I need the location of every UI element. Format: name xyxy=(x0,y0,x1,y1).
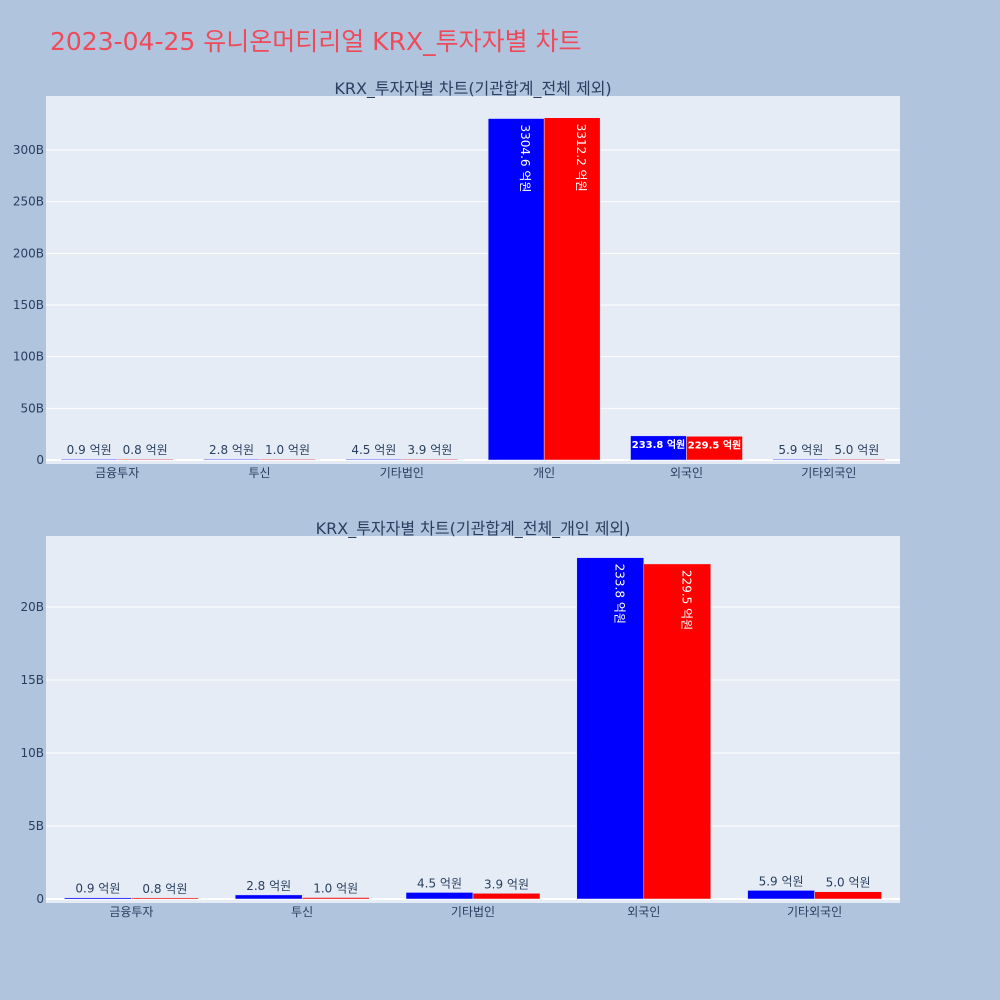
plot-area xyxy=(46,536,900,903)
bar-label: 233.8 억원 xyxy=(632,438,686,451)
x-tick-label: 기타외국인 xyxy=(787,905,842,919)
x-tick-label: 외국인 xyxy=(627,905,660,919)
bar-label: 0.8 억원 xyxy=(142,882,187,896)
bar-label: 3304.6 억원 xyxy=(518,125,532,193)
plot-area xyxy=(46,96,900,464)
bar-red xyxy=(543,117,601,461)
x-tick-label: 금융투자 xyxy=(95,466,139,480)
y-tick-label: 0 xyxy=(36,453,44,467)
x-tick-label: 외국인 xyxy=(670,466,703,480)
bar-blue xyxy=(345,458,403,461)
x-tick-label: 금융투자 xyxy=(109,905,153,919)
x-tick-label: 투신 xyxy=(291,905,313,919)
bar-red xyxy=(259,458,316,461)
chart-2: KRX_투자자별 차트(기관합계_전체_개인 제외) 0 5B 10B 15B 20B 금융… xyxy=(20,519,900,919)
bar-label: 5.9 억원 xyxy=(778,443,823,457)
bar-label: 2.8 억원 xyxy=(246,879,291,893)
page-title: 2023-04-25 유니온머티리얼 KRX_투자자별 차트 xyxy=(50,27,582,56)
bar-label: 229.5 억원 xyxy=(679,570,693,630)
bar-label: 0.9 억원 xyxy=(67,443,112,457)
y-tick-label: 10B xyxy=(20,746,44,760)
y-tick-label: 300B xyxy=(13,143,44,157)
bar-label: 3.9 억원 xyxy=(407,443,452,457)
bar-label: 229.5 억원 xyxy=(688,438,742,451)
bar-blue xyxy=(203,458,260,461)
bar-red xyxy=(643,563,712,900)
bar-blue xyxy=(747,890,815,900)
y-tick-label: 150B xyxy=(13,298,44,312)
bar-red xyxy=(472,893,541,900)
bar-blue xyxy=(405,892,474,900)
bar-label: 0.8 억원 xyxy=(123,443,168,457)
x-tick-label: 투신 xyxy=(248,466,270,480)
bar-label: 233.8 억원 xyxy=(612,564,626,624)
bar-red xyxy=(828,458,886,461)
bar-red xyxy=(131,897,199,900)
bar-label: 3.9 억원 xyxy=(484,877,529,891)
bar-label: 5.0 억원 xyxy=(826,876,871,890)
bar-blue xyxy=(630,435,687,461)
bar-label: 2.8 억원 xyxy=(209,443,254,457)
bar-red xyxy=(401,458,459,461)
y-tick-label: 15B xyxy=(20,673,44,687)
bar-label: 1.0 억원 xyxy=(265,443,310,457)
bar-label: 5.0 억원 xyxy=(834,443,879,457)
bar-red xyxy=(301,897,370,900)
bar-red xyxy=(814,891,882,900)
bar-blue xyxy=(234,894,303,900)
bar-label: 5.9 억원 xyxy=(759,874,804,888)
bar-blue xyxy=(60,458,118,461)
bar-label: 3312.2 억원 xyxy=(574,124,588,192)
y-tick-label: 200B xyxy=(13,246,44,260)
bar-blue xyxy=(487,118,545,461)
x-tick-label: 기타외국인 xyxy=(801,466,856,480)
bar-label: 4.5 억원 xyxy=(417,876,462,890)
y-tick-label: 50B xyxy=(20,401,44,415)
bar-red xyxy=(116,458,174,461)
y-tick-label: 0 xyxy=(36,892,44,906)
x-tick-label: 기타법인 xyxy=(380,466,424,480)
bar-blue xyxy=(64,897,132,900)
bar-red xyxy=(686,436,743,461)
bar-label: 4.5 억원 xyxy=(351,443,396,457)
y-tick-label: 20B xyxy=(20,600,44,614)
chart-title: KRX_투자자별 차트(기관합계_전체 제외) xyxy=(334,79,611,99)
chart-title: KRX_투자자별 차트(기관합계_전체_개인 제외) xyxy=(316,519,631,539)
x-tick-label: 기타법인 xyxy=(451,905,495,919)
bar-label: 0.9 억원 xyxy=(75,882,120,896)
y-tick-label: 250B xyxy=(13,195,44,209)
bar-blue xyxy=(576,557,645,900)
x-tick-label: 개인 xyxy=(533,466,555,480)
bar-blue xyxy=(772,458,830,461)
y-tick-label: 5B xyxy=(28,819,44,833)
bar-label: 1.0 억원 xyxy=(313,882,358,896)
y-tick-label: 100B xyxy=(13,350,44,364)
chart-1: KRX_투자자별 차트(기관합계_전체 제외) 0 50B 100B 150B 200B 2… xyxy=(13,79,900,480)
